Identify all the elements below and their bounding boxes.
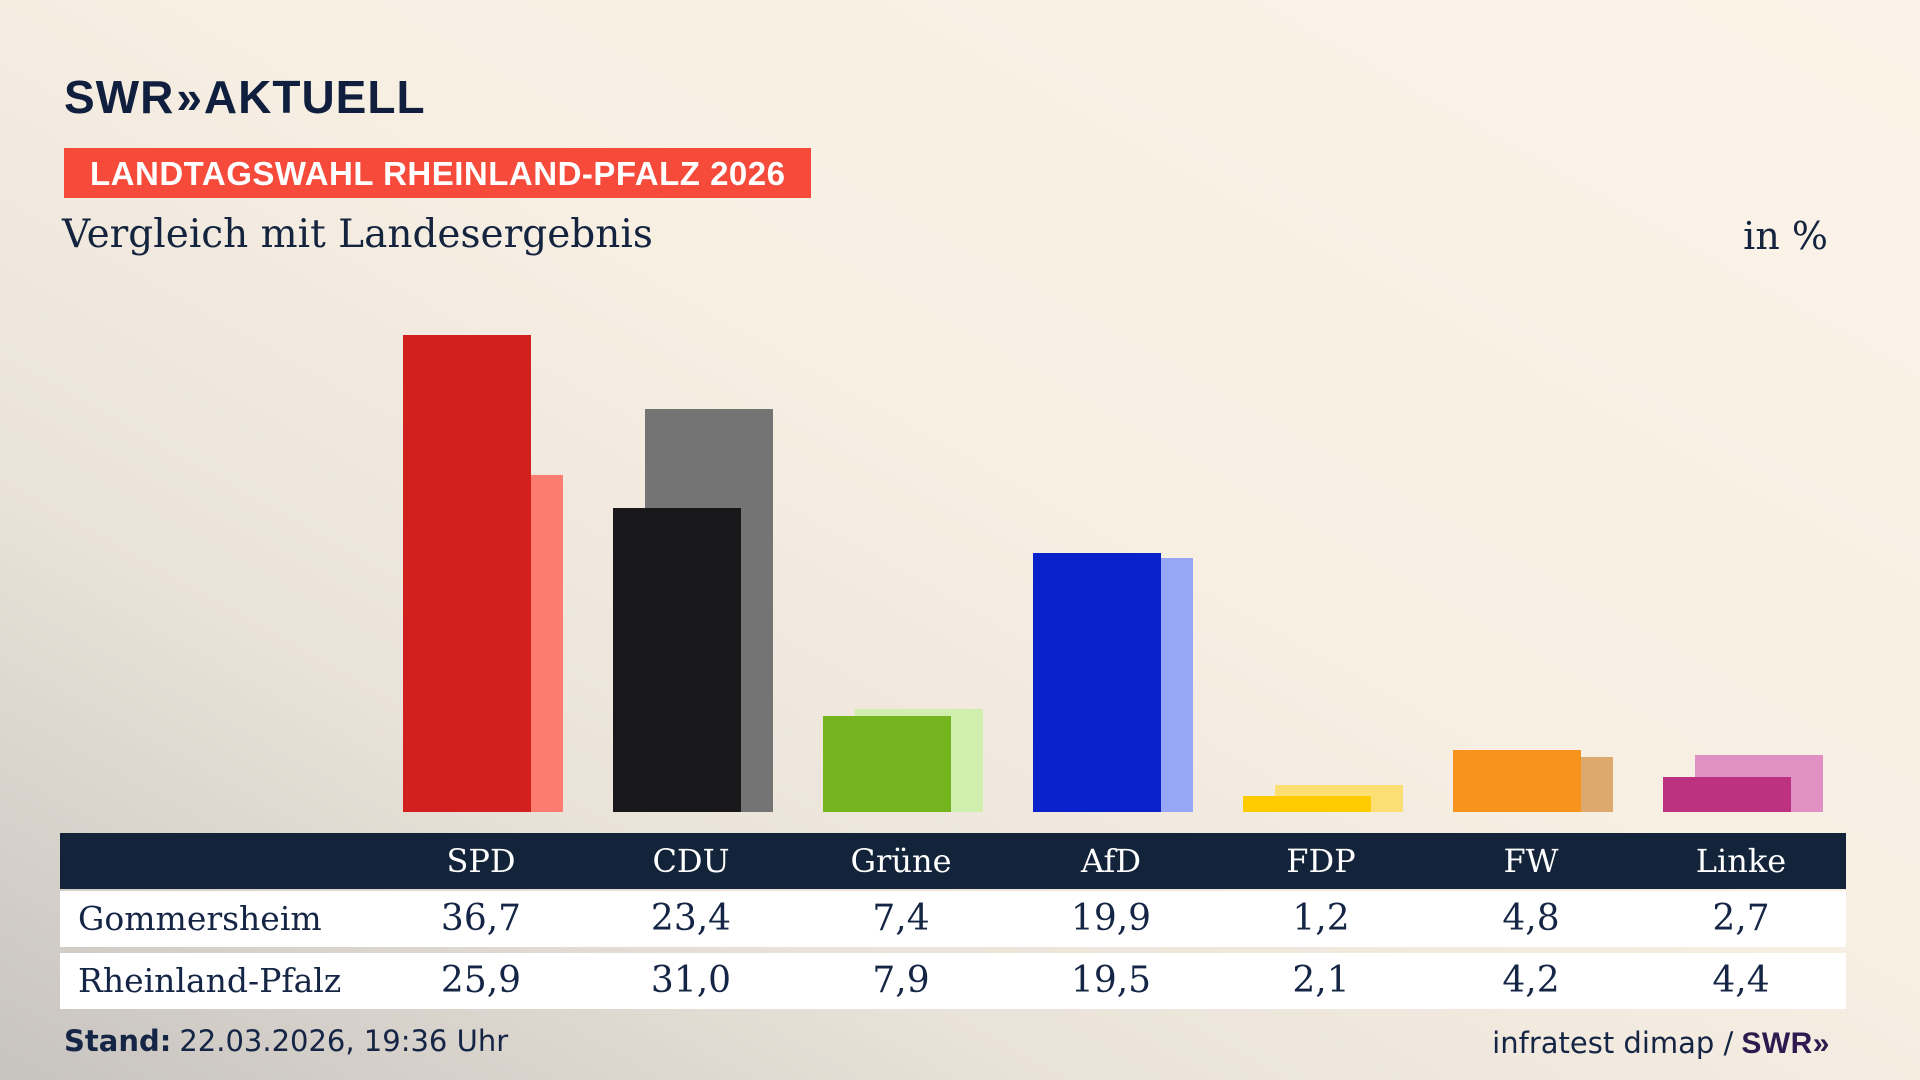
table-header-row: SPD CDU Grüne AfD FDP FW Linke xyxy=(60,833,1846,889)
column-header-cdu: CDU xyxy=(652,842,730,880)
stand-value: 22.03.2026, 19:36 Uhr xyxy=(179,1024,509,1058)
value-spd-gommersheim: 36,7 xyxy=(440,898,522,939)
logo-aktuell-text: AKTUELL xyxy=(203,71,426,123)
value-grne-rheinlandpfalz: 7,9 xyxy=(872,960,930,1001)
value-grne-gommersheim: 7,4 xyxy=(872,898,930,939)
bar-fdp-gommersheim xyxy=(1243,796,1371,812)
column-header-fw: FW xyxy=(1503,842,1559,880)
value-linke-gommersheim: 2,7 xyxy=(1712,898,1770,939)
bar-grne-gommersheim xyxy=(823,716,951,812)
election-badge: LANDTAGSWAHL RHEINLAND-PFALZ 2026 xyxy=(64,148,812,198)
bar-afd-gommersheim xyxy=(1033,553,1161,812)
row-label-gommersheim: Gommersheim xyxy=(78,899,322,938)
bar-chart xyxy=(403,335,1823,812)
results-table: SPD CDU Grüne AfD FDP FW Linke Gommersheim 36,7 2… xyxy=(60,833,1846,1009)
bar-linke-gommersheim xyxy=(1663,777,1791,812)
logo-chevron-icon: » xyxy=(176,71,202,123)
stand-label: Stand: xyxy=(64,1024,172,1058)
unit-label: in % xyxy=(1743,214,1828,258)
source-credit: infratest dimap / SWR» xyxy=(1492,1026,1830,1061)
value-linke-rheinlandpfalz: 4,4 xyxy=(1712,960,1770,1001)
row-label-rheinlandpfalz: Rheinland-Pfalz xyxy=(78,961,342,1000)
bar-spd-gommersheim xyxy=(403,335,531,812)
bar-fw-gommersheim xyxy=(1453,750,1581,812)
column-header-fdp: FDP xyxy=(1286,842,1356,880)
value-cdu-rheinlandpfalz: 31,0 xyxy=(650,960,732,1001)
table-row-rheinlandpfalz: Rheinland-Pfalz 25,9 31,0 7,9 19,5 2,1 4,2 4,4 xyxy=(60,953,1846,1009)
column-header-spd: SPD xyxy=(446,842,516,880)
source-text: infratest dimap / xyxy=(1492,1026,1734,1060)
value-fdp-gommersheim: 1,2 xyxy=(1292,898,1350,939)
value-fw-rheinlandpfalz: 4,2 xyxy=(1502,960,1560,1001)
bar-cdu-gommersheim xyxy=(613,508,741,812)
column-header-linke: Linke xyxy=(1695,842,1787,880)
stand-timestamp: Stand: 22.03.2026, 19:36 Uhr xyxy=(64,1024,508,1058)
value-fdp-rheinlandpfalz: 2,1 xyxy=(1292,960,1350,1001)
value-cdu-gommersheim: 23,4 xyxy=(650,898,732,939)
column-header-grne: Grüne xyxy=(850,842,952,880)
value-fw-gommersheim: 4,8 xyxy=(1502,898,1560,939)
column-header-afd: AfD xyxy=(1080,842,1142,880)
source-brand-logo: SWR» xyxy=(1741,1027,1830,1060)
page-title: Vergleich mit Landesergebnis xyxy=(62,212,653,257)
value-afd-rheinlandpfalz: 19,5 xyxy=(1070,960,1152,1001)
table-row-gommersheim: Gommersheim 36,7 23,4 7,4 19,9 1,2 4,8 2,7 xyxy=(60,891,1846,947)
value-afd-gommersheim: 19,9 xyxy=(1070,898,1152,939)
swr-aktuell-logo: SWR» AKTUELL xyxy=(64,70,426,124)
logo-swr-text: SWR xyxy=(64,71,175,123)
value-spd-rheinlandpfalz: 25,9 xyxy=(440,960,522,1001)
